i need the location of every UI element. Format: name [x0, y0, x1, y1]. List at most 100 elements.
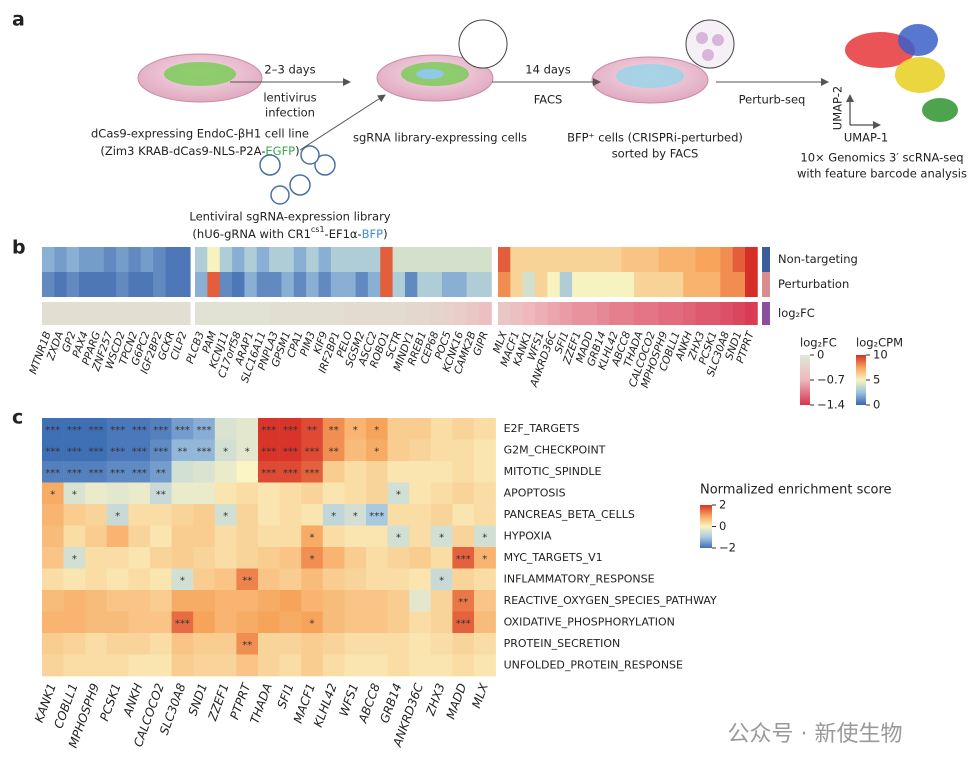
heatmap-cell	[380, 272, 393, 297]
tick-label: 0	[817, 348, 824, 362]
heatmap-cell	[63, 439, 86, 462]
heatmap-cell	[214, 611, 237, 634]
gene-label: MLX	[469, 681, 491, 710]
heatmap-cell	[322, 590, 345, 612]
heatmap-cell	[256, 272, 270, 297]
heatmap-cell	[330, 272, 344, 297]
heatmap-cell	[387, 482, 410, 505]
significance: **	[307, 425, 317, 436]
heatmap-cell	[269, 272, 282, 297]
pathway-label: APOPTOSIS	[504, 486, 566, 499]
heatmap-cell	[474, 590, 496, 612]
heatmap-cell	[279, 633, 302, 655]
heatmap-cell	[177, 247, 191, 272]
heatmap-cell	[474, 654, 496, 677]
heatmap-cell	[322, 525, 345, 548]
significance: ***	[153, 425, 168, 436]
heatmap-cell	[344, 504, 367, 526]
pathway-label: UNFOLDED_PROTEIN_RESPONSE	[504, 658, 683, 671]
gene-label: MADD	[443, 681, 469, 721]
heatmap-cell	[633, 272, 647, 297]
heatmap-cell	[106, 504, 129, 526]
heatmap-cell	[430, 547, 453, 569]
heatmap-cell	[707, 272, 721, 297]
zoom-circle	[685, 19, 735, 69]
heatmap-cell	[63, 461, 86, 483]
significance: ***	[175, 618, 190, 629]
pathway-label: MITOTIC_SPINDLE	[504, 465, 602, 478]
significance: *	[439, 532, 444, 543]
heatmap-cell	[236, 654, 259, 677]
heatmap-cell	[387, 461, 410, 483]
heatmap-cell	[430, 568, 453, 591]
significance: *	[353, 511, 358, 522]
heatmap-cell	[244, 272, 258, 297]
heatmap-cell	[366, 611, 388, 634]
heatmap-cell	[279, 525, 302, 548]
heatmap-cell	[79, 302, 92, 325]
heatmap-cell	[658, 247, 672, 272]
heatmap-cell	[596, 272, 610, 297]
heatmap-cell	[54, 302, 68, 325]
heatmap-cell	[165, 302, 179, 325]
step-method: FACS	[534, 93, 563, 107]
heatmap-cell	[219, 302, 233, 325]
legend-title: Normalized enrichment score	[700, 483, 892, 498]
significance: ***	[89, 425, 104, 436]
significance: ***	[305, 468, 320, 479]
pathway-label: E2F_TARGETS	[504, 422, 580, 435]
significance: *	[50, 489, 55, 500]
heatmap-cell	[366, 568, 388, 591]
heatmap-cell	[195, 247, 208, 272]
heatmap-cell	[454, 272, 468, 297]
heatmap-cell	[195, 272, 208, 297]
heatmap-cell	[150, 525, 172, 548]
heatmap-cell	[128, 461, 151, 483]
row-label: log₂FC	[778, 306, 815, 320]
heatmap-cell	[116, 247, 129, 272]
heatmap-cell	[474, 439, 496, 462]
heatmap-cell	[279, 504, 302, 526]
heatmap-cell	[452, 547, 475, 569]
heatmap-cell	[683, 247, 696, 272]
heatmap-cell	[387, 439, 410, 462]
significance: ***	[110, 446, 125, 457]
heatmap-cell	[344, 525, 367, 548]
significance: ***	[261, 446, 276, 457]
pathway-label: G2M_CHECKPOINT	[504, 443, 606, 456]
heatmap-cell	[404, 272, 418, 297]
heatmap-cell	[670, 302, 684, 325]
heatmap-cell	[63, 654, 86, 677]
significance: *	[439, 575, 444, 586]
significance: ***	[456, 554, 471, 565]
heatmap-cell	[63, 611, 86, 634]
heatmap-cell	[609, 247, 622, 272]
heatmap-cell	[510, 272, 524, 297]
heatmap-cell	[318, 302, 332, 325]
heatmap-cell	[214, 547, 237, 569]
heatmap-cell	[547, 302, 561, 325]
heatmap-cell	[42, 247, 55, 272]
significance: ***	[132, 425, 147, 436]
heatmap-cell	[195, 302, 208, 325]
heatmap-cell	[366, 418, 388, 440]
significance: ***	[456, 618, 471, 629]
heatmap-cell	[54, 272, 68, 297]
heatmap-cell	[140, 272, 154, 297]
colorbar	[700, 505, 712, 548]
heatmap-cell	[85, 633, 108, 655]
heatmap-cell	[430, 654, 453, 677]
significance: ***	[45, 425, 60, 436]
heatmap-cell	[442, 272, 455, 297]
significance: *	[374, 446, 379, 457]
pathway-label: HYPOXIA	[504, 529, 552, 542]
heatmap-cell	[452, 568, 475, 591]
heatmap-cell	[279, 547, 302, 569]
heatmap-cell	[474, 418, 496, 440]
heatmap-cell	[474, 525, 496, 548]
heatmap-cell	[279, 590, 302, 612]
heatmap-cell	[150, 547, 172, 569]
heatmap-cell	[417, 247, 431, 272]
heatmap-cell	[596, 247, 610, 272]
heatmap-cell	[171, 547, 194, 569]
